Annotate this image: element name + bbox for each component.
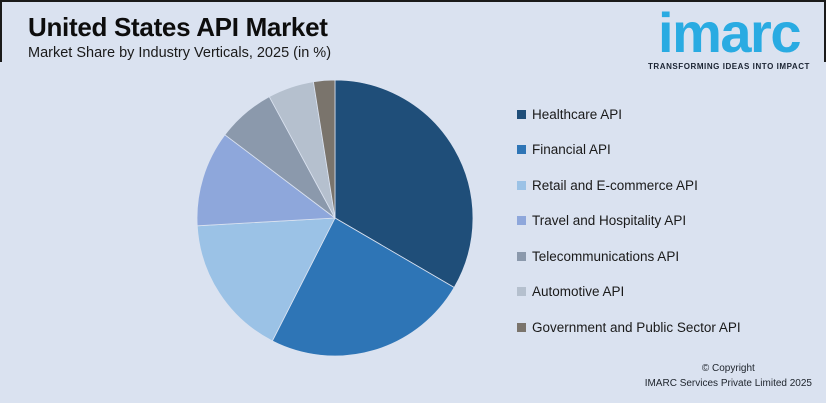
legend-label: Travel and Hospitality API: [532, 213, 687, 228]
copyright-line-1: © Copyright: [701, 363, 755, 374]
legend: Healthcare API Financial API Retail and …: [517, 107, 741, 356]
legend-swatch-icon: [517, 109, 526, 119]
pie-slice-government-and-public-sector-api: [312, 79, 336, 219]
imarc-wordmark: imarc: [658, 1, 801, 64]
page-subtitle: Market Share by Industry Verticals, 2025…: [28, 45, 332, 61]
page-title: United States API Market: [28, 12, 328, 42]
legend-swatch-icon: [517, 180, 526, 190]
legend-item: Travel and Hospitality API: [517, 213, 741, 228]
legend-label: Government and Public Sector API: [532, 319, 741, 335]
legend-item: Financial API: [517, 142, 741, 157]
legend-item: Healthcare API: [517, 106, 741, 122]
screenshot-top-edge: [0, 0, 826, 2]
legend-swatch-icon: [517, 322, 526, 332]
legend-swatch-icon: [517, 145, 526, 154]
legend-label: Retail and E-commerce API: [532, 177, 698, 193]
legend-swatch-icon: [517, 251, 526, 261]
imarc-tagline: TRANSFORMING IDEAS INTO IMPACT: [648, 62, 810, 72]
screenshot-left-edge: [0, 0, 2, 62]
copyright: © Copyright IMARC Services Private Limit…: [645, 362, 812, 391]
pie-chart: [196, 79, 474, 357]
copyright-line-2: IMARC Services Private Limited 2025: [644, 377, 812, 389]
legend-item: Automotive API: [517, 284, 741, 299]
legend-label: Telecommunications API: [532, 248, 680, 264]
legend-item: Government and Public Sector API: [517, 319, 741, 335]
imarc-logo: imarc TRANSFORMING IDEAS INTO IMPACT: [648, 4, 810, 71]
pie-slice-travel-and-hospitality-api: [196, 134, 337, 227]
legend-item: Retail and E-commerce API: [517, 177, 741, 193]
legend-swatch-icon: [517, 216, 526, 225]
legend-swatch-icon: [517, 287, 526, 296]
screenshot-right-edge: [824, 0, 826, 62]
legend-label: Automotive API: [532, 284, 625, 299]
pie-slice-retail-and-e-commerce-api: [196, 217, 336, 342]
pie-slice-healthcare-api: [334, 79, 474, 289]
legend-item: Telecommunications API: [517, 248, 741, 264]
legend-label: Healthcare API: [532, 106, 623, 122]
legend-label: Financial API: [532, 142, 611, 157]
